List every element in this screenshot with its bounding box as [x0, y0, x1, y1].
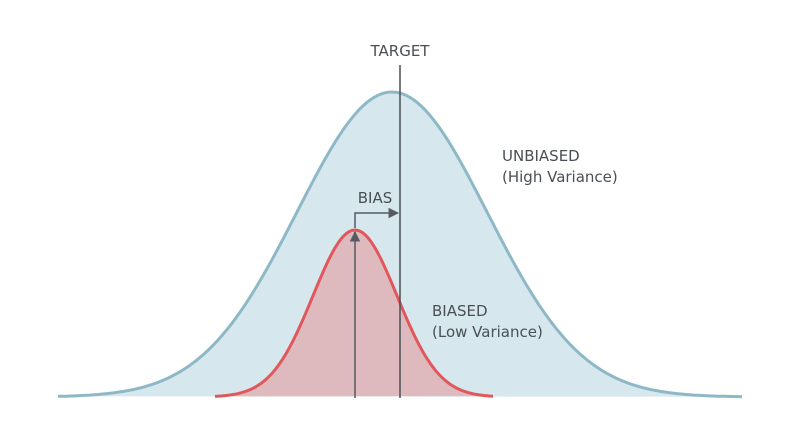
- biased-note: (Low Variance): [432, 323, 543, 341]
- bias-label: BIAS: [358, 189, 393, 207]
- biased-curve: [214, 228, 494, 398]
- unbiased-note: (High Variance): [502, 168, 618, 186]
- bias-arrow: [354, 207, 400, 228]
- biased-label: BIASED: [432, 302, 488, 320]
- unbiased-label: UNBIASED: [502, 147, 580, 165]
- target-label: TARGET: [370, 42, 431, 60]
